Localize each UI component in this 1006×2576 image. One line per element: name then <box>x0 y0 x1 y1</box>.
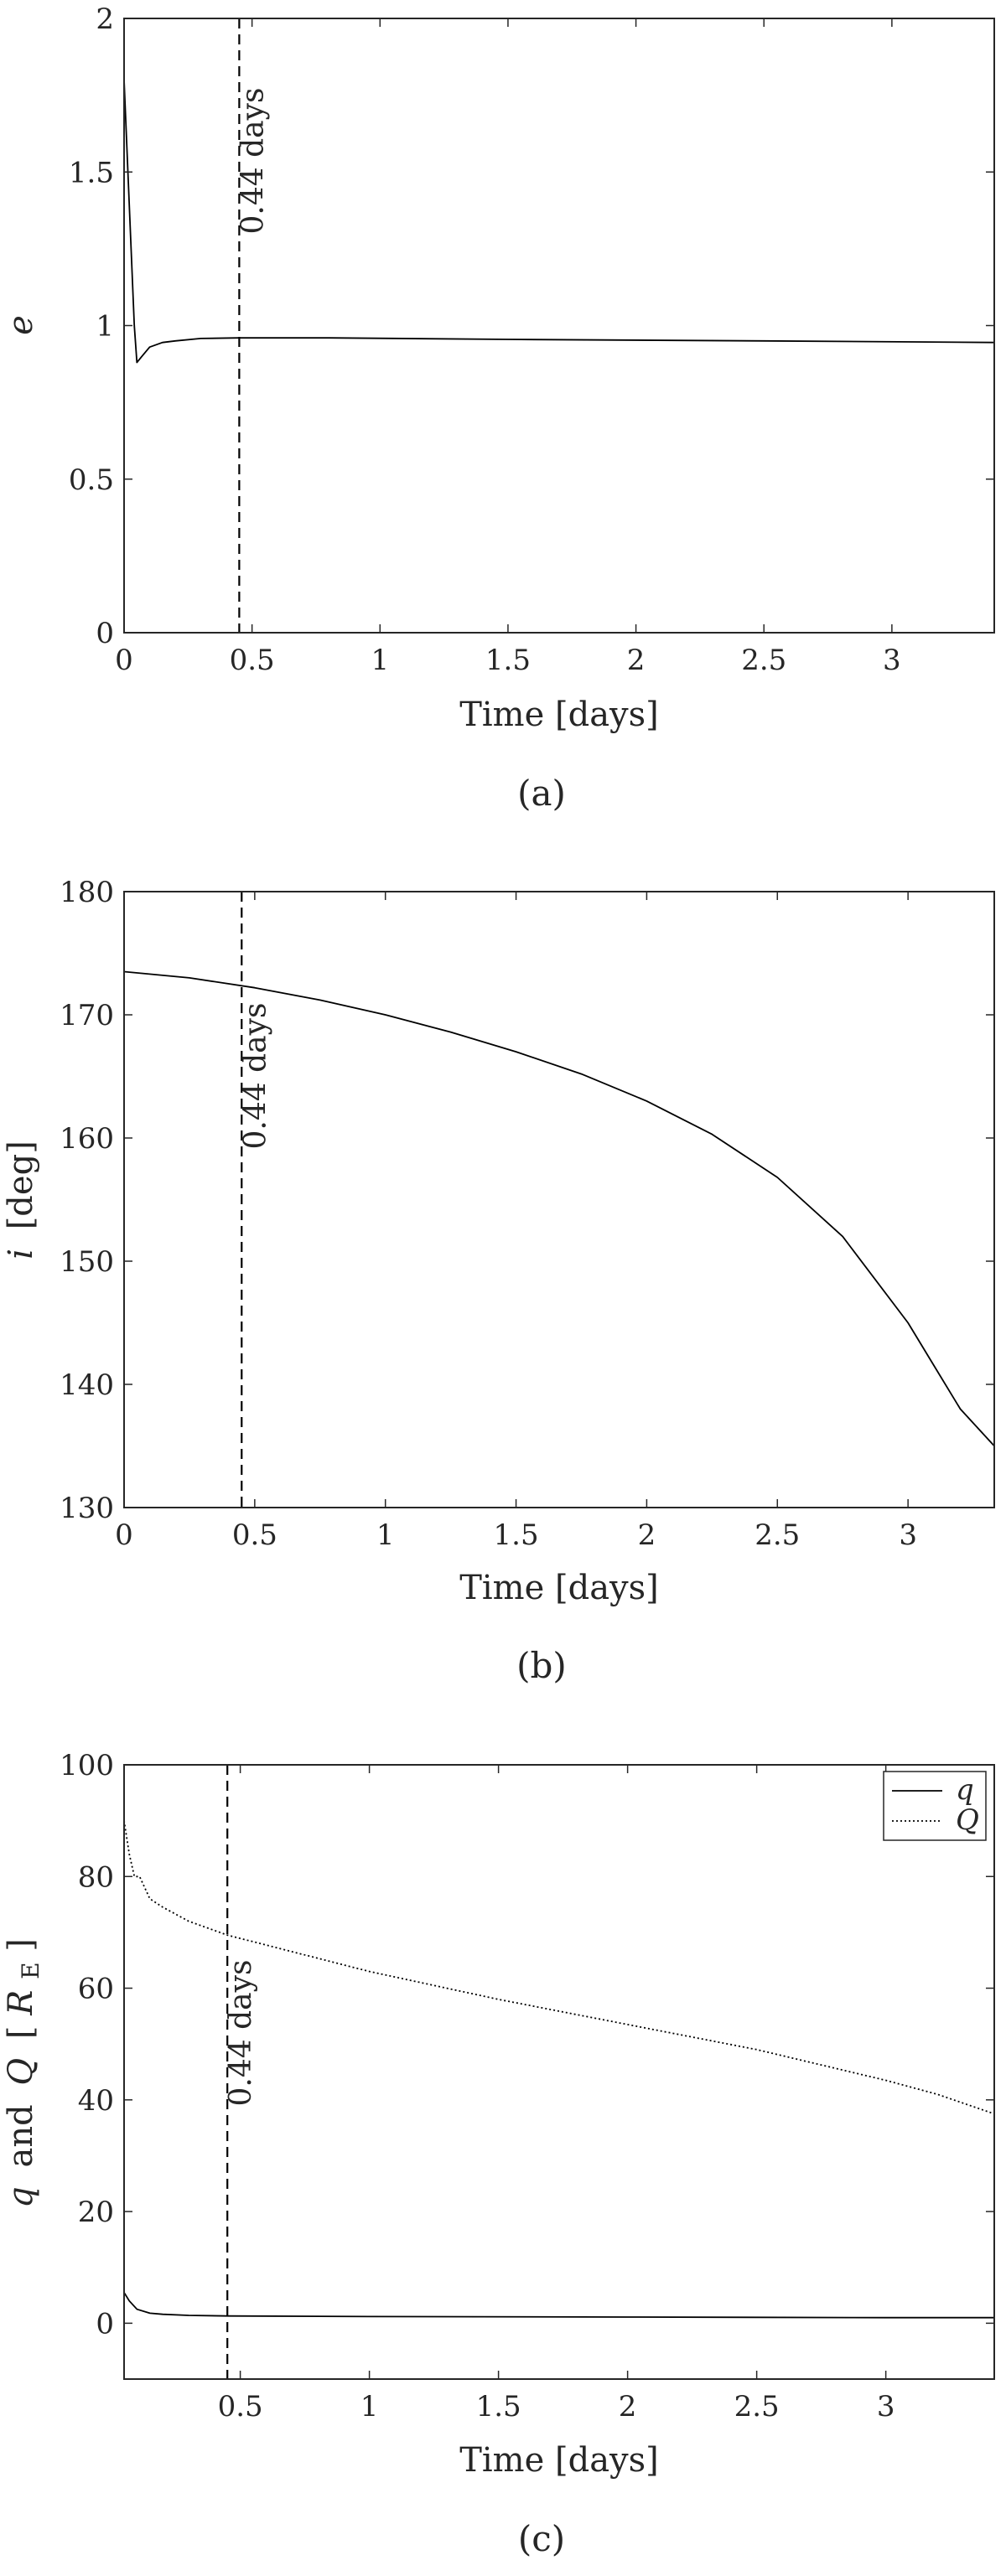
y-tick-label: 20 <box>78 2196 114 2229</box>
x-tick-label: 0.5 <box>230 644 275 677</box>
y-axis-label: i [deg] <box>2 1141 40 1260</box>
panel-caption: (b) <box>516 1645 567 1686</box>
y-tick-label: 170 <box>60 999 114 1032</box>
y-tick-label: 160 <box>60 1122 114 1156</box>
x-tick-label: 0.5 <box>218 2390 263 2423</box>
marker-line-label: 0.44 days <box>238 1003 272 1150</box>
y-axis-label-q: q <box>2 2186 40 2208</box>
y-axis-label-subscript: E <box>17 1962 44 1979</box>
y-tick-label: 1.5 <box>69 156 114 189</box>
series-line-1 <box>123 80 995 364</box>
plot-frame <box>123 1764 995 2380</box>
y-axis-label-bracket-open: [ <box>2 2025 40 2039</box>
series-line-q <box>123 2292 994 2319</box>
panel-c: 0.44 days 0.5 1 1.5 2 2.5 3 0 20 40 60 80 100 Time … <box>2 1749 995 2559</box>
series-line-1 <box>123 970 995 1447</box>
y-tick-label: 0.5 <box>69 463 114 497</box>
x-tick-label: 2.5 <box>754 1518 800 1552</box>
y-axis-label-and: and <box>2 2104 40 2167</box>
y-tick-label: 2 <box>96 3 114 36</box>
x-tick-label: 1 <box>376 1518 395 1552</box>
y-axis-label-unit: [deg] <box>2 1141 40 1229</box>
panel-caption: (c) <box>518 2518 565 2559</box>
series-line-Q <box>123 1820 995 2115</box>
y-axis-label-symbol: i <box>2 1249 40 1260</box>
x-tick-label: 2 <box>619 2390 637 2423</box>
x-tick-label: 2 <box>638 1518 656 1552</box>
y-tick-label: 0 <box>96 617 114 650</box>
legend-label-Q: Q <box>956 1803 979 1837</box>
x-axis-label: Time [days] <box>459 1569 659 1607</box>
legend-box <box>883 1771 987 1841</box>
y-tick-label: 1 <box>96 310 114 344</box>
panel-caption: (a) <box>517 773 566 814</box>
y-axis-label-R: R <box>2 1990 40 2016</box>
x-tick-label: 1.5 <box>485 644 531 677</box>
y-tick-label: 0 <box>96 2307 114 2341</box>
x-tick-label: 1.5 <box>476 2390 521 2423</box>
y-tick-label: 80 <box>78 1860 114 1894</box>
y-axis-label: q and Q [ R E ] <box>2 1938 47 2208</box>
x-tick-label: 0 <box>115 644 133 677</box>
x-tick-label: 1.5 <box>494 1518 539 1552</box>
x-tick-label: 0.5 <box>232 1518 277 1552</box>
x-tick-label: 3 <box>899 1518 917 1552</box>
y-tick-label: 130 <box>60 1492 114 1525</box>
legend: q Q <box>883 1771 987 1841</box>
panel-a: 0.44 days 0 0.5 1 1.5 2 2.5 3 0 0.5 1 1.5 2 Time [d… <box>2 3 995 814</box>
y-tick-label: 140 <box>60 1368 114 1402</box>
y-axis-label-bracket-close: ] <box>2 1938 40 1952</box>
x-tick-label: 3 <box>877 2390 895 2423</box>
x-tick-label: 1 <box>360 2390 379 2423</box>
panel-b: 0.44 days 0 0.5 1 1.5 2 2.5 3 130 140 150 160 170 18… <box>2 876 995 1686</box>
x-tick-label: 2.5 <box>734 2390 780 2423</box>
plot-frame <box>123 891 995 1508</box>
legend-label-q: q <box>956 1773 974 1807</box>
y-axis-label: e <box>2 315 40 335</box>
y-tick-label: 40 <box>78 2084 114 2118</box>
y-tick-label: 100 <box>60 1749 114 1782</box>
x-axis-label: Time [days] <box>459 696 659 734</box>
x-tick-label: 2.5 <box>741 644 786 677</box>
y-tick-label: 150 <box>60 1245 114 1279</box>
x-tick-label: 3 <box>883 644 901 677</box>
y-tick-label: 60 <box>78 1973 114 2006</box>
marker-line-label: 0.44 days <box>236 88 270 235</box>
x-axis-label: Time [days] <box>459 2441 659 2480</box>
y-axis-label-Q: Q <box>2 2058 40 2086</box>
x-tick-label: 1 <box>371 644 389 677</box>
x-tick-label: 2 <box>627 644 646 677</box>
marker-line-label: 0.44 days <box>224 1960 258 2107</box>
x-tick-label: 0 <box>115 1518 133 1552</box>
y-tick-label: 180 <box>60 876 114 909</box>
